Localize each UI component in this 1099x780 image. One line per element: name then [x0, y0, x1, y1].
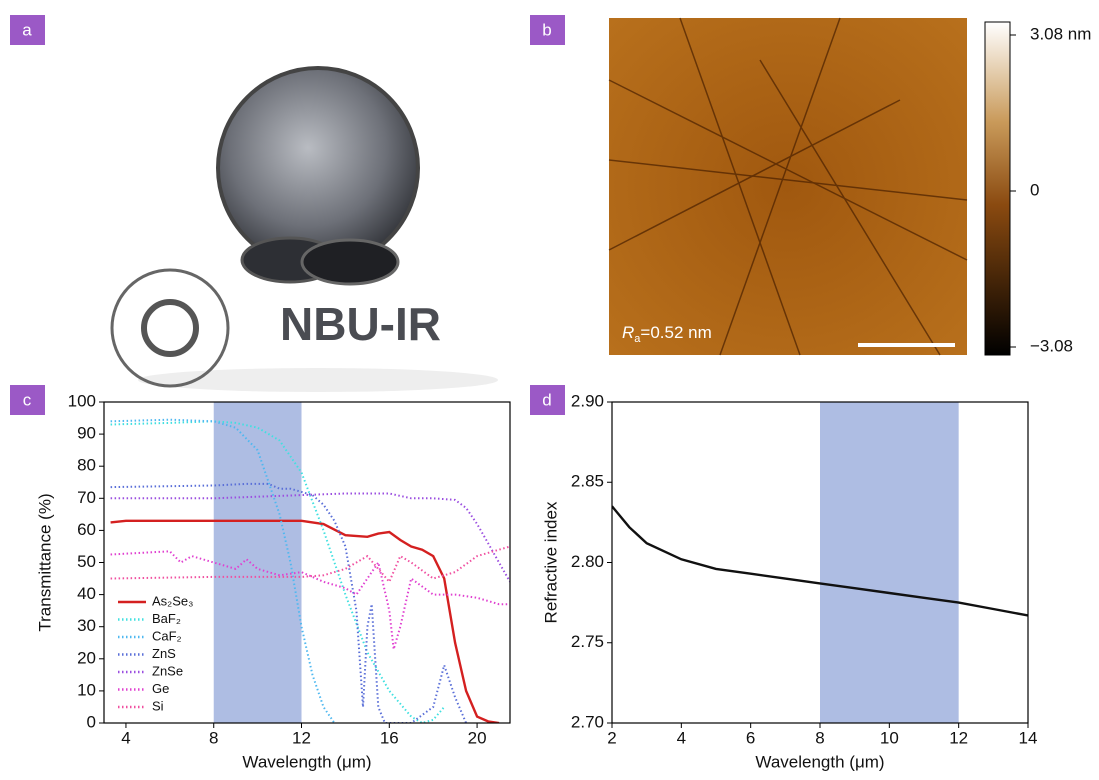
series-line — [111, 494, 510, 582]
stamp — [112, 270, 228, 386]
x-tick-label: 14 — [1019, 728, 1038, 747]
panel-label: b — [542, 20, 551, 39]
x-axis-label: Wavelength (μm) — [242, 752, 371, 771]
x-tick-label: 4 — [121, 728, 130, 747]
colorbar-tick-label: −3.08 — [1030, 336, 1073, 355]
legend-label: ZnS — [152, 646, 176, 661]
y-tick-label: 0 — [87, 712, 96, 731]
figure: a NBU-IR b Ra=0.52 nm c d 3.08 nm0−3.084… — [0, 0, 1099, 775]
x-tick-label: 4 — [677, 728, 686, 747]
y-tick-label: 20 — [77, 648, 96, 667]
photo-b: b Ra=0.52 nm — [530, 15, 1010, 355]
x-tick-label: 12 — [292, 728, 311, 747]
y-tick-label: 90 — [77, 424, 96, 443]
y-tick-label: 10 — [77, 680, 96, 699]
x-tick-label: 20 — [468, 728, 487, 747]
large-disc — [218, 68, 418, 268]
y-tick-label: 2.80 — [571, 552, 604, 571]
y-tick-label: 30 — [77, 616, 96, 635]
legend-label: ZnSe — [152, 663, 183, 678]
annotation-symbol: R — [622, 323, 634, 342]
highlight-band — [820, 402, 959, 723]
y-axis-label: Transmittance (%) — [35, 493, 54, 631]
photo-text: NBU-IR — [280, 298, 441, 350]
stamp — [144, 302, 196, 354]
legend-label: CaF₂ — [152, 628, 182, 643]
annotation-text: =0.52 nm — [640, 323, 711, 342]
x-tick-label: 12 — [949, 728, 968, 747]
legend-label: BaF₂ — [152, 611, 181, 626]
y-tick-label: 2.75 — [571, 632, 604, 651]
x-tick-label: 2 — [607, 728, 616, 747]
shadow — [138, 368, 498, 392]
y-tick-label: 60 — [77, 520, 96, 539]
legend-label: Si — [152, 698, 164, 713]
small-disc — [302, 240, 398, 284]
y-tick-label: 2.85 — [571, 472, 604, 491]
y-tick-label: 80 — [77, 456, 96, 475]
x-tick-label: 8 — [209, 728, 218, 747]
legend-label: Ge — [152, 681, 169, 696]
y-tick-label: 2.90 — [571, 391, 604, 410]
y-axis-label: Refractive index — [541, 501, 560, 623]
y-tick-label: 70 — [77, 488, 96, 507]
y-tick-label: 40 — [77, 584, 96, 603]
x-axis-label: Wavelength (μm) — [755, 752, 884, 771]
y-tick-label: 50 — [77, 552, 96, 571]
panel-label: a — [22, 20, 32, 39]
colorbar — [985, 22, 1010, 355]
x-tick-label: 16 — [380, 728, 399, 747]
x-tick-label: 8 — [815, 728, 824, 747]
y-tick-label: 100 — [68, 391, 96, 410]
colorbar-tick-label: 3.08 nm — [1030, 24, 1091, 43]
panel-label: d — [542, 390, 551, 409]
panel-label: c — [23, 390, 32, 409]
photo-a: a NBU-IR — [10, 15, 498, 392]
y-tick-label: 2.70 — [571, 712, 604, 731]
x-tick-label: 10 — [880, 728, 899, 747]
legend-label: As₂Se₃ — [152, 593, 193, 608]
x-tick-label: 6 — [746, 728, 755, 747]
afm-image — [609, 18, 967, 355]
colorbar-tick-label: 0 — [1030, 180, 1039, 199]
